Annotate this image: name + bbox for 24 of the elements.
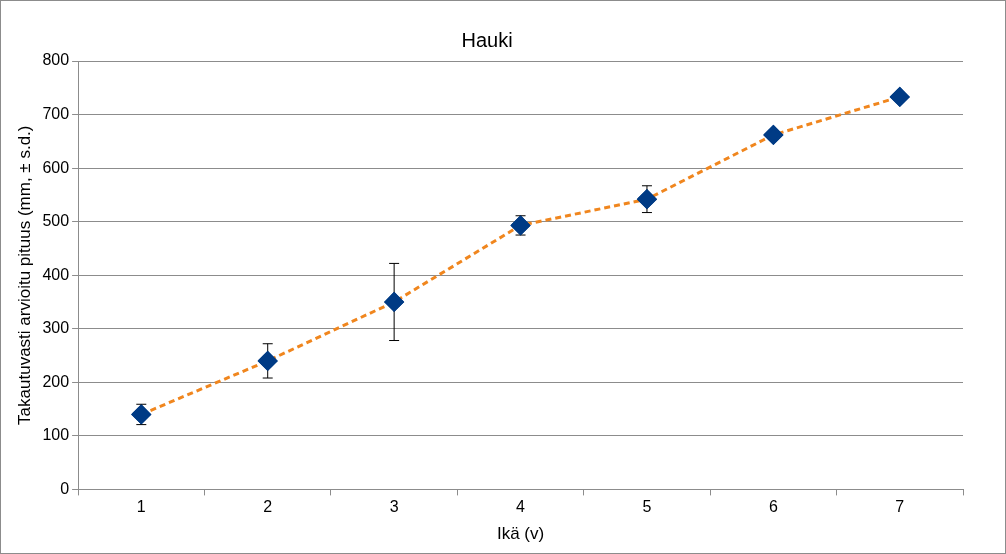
x-axis-title: Ikä (v) [496,524,545,544]
y-tick-label: 400 [42,265,70,283]
y-tick-label: 100 [42,426,70,444]
x-tick-label: 7 [895,498,905,516]
x-tick-label: 1 [136,498,146,516]
y-tick-label: 300 [42,319,70,337]
chart-title: Hauki [461,28,513,51]
x-tick-label: 4 [516,498,526,516]
y-axis-title: Takautuvasti arvioitu pituus (mm, ± s.d.) [14,125,34,425]
point [384,292,404,312]
x-tick-label: 2 [263,498,273,516]
y-tick-label: 500 [42,212,70,230]
point [890,87,910,107]
y-tick-label: 0 [60,479,70,497]
x-tick-label: 5 [642,498,652,516]
y-tick-label: 600 [42,158,70,176]
point [763,125,783,145]
y-tick-label: 200 [42,372,70,390]
x-tick-label: 6 [768,498,778,516]
point [258,351,278,371]
point [637,189,657,209]
x-tick-label: 3 [389,498,399,516]
y-tick-label: 700 [42,104,70,122]
y-tick-label: 800 [42,51,70,69]
